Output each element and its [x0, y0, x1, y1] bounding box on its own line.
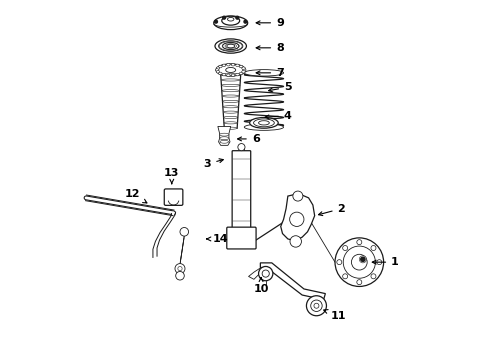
Circle shape: [371, 274, 376, 279]
Circle shape: [361, 257, 365, 261]
Ellipse shape: [221, 79, 241, 81]
FancyBboxPatch shape: [227, 227, 256, 249]
Circle shape: [262, 270, 270, 277]
Circle shape: [377, 260, 382, 265]
Text: 3: 3: [204, 159, 223, 169]
Ellipse shape: [243, 69, 246, 71]
Circle shape: [180, 228, 189, 236]
FancyBboxPatch shape: [164, 189, 183, 205]
Ellipse shape: [220, 140, 228, 143]
Ellipse shape: [222, 73, 226, 76]
Ellipse shape: [259, 121, 270, 125]
Ellipse shape: [227, 44, 235, 48]
Circle shape: [178, 266, 182, 271]
Circle shape: [351, 254, 367, 270]
Text: 5: 5: [269, 82, 292, 92]
Circle shape: [371, 246, 376, 251]
Ellipse shape: [239, 72, 243, 75]
Circle shape: [238, 144, 245, 151]
Ellipse shape: [215, 69, 219, 71]
Ellipse shape: [249, 117, 278, 128]
Ellipse shape: [216, 67, 220, 69]
Circle shape: [337, 260, 342, 265]
Circle shape: [311, 300, 322, 311]
Ellipse shape: [214, 16, 247, 30]
Ellipse shape: [222, 100, 239, 103]
Ellipse shape: [227, 18, 234, 21]
Circle shape: [244, 20, 247, 23]
Ellipse shape: [242, 67, 245, 69]
Ellipse shape: [222, 42, 239, 50]
Text: 2: 2: [318, 203, 345, 216]
Circle shape: [343, 246, 375, 278]
Circle shape: [290, 236, 301, 247]
Ellipse shape: [219, 72, 222, 75]
FancyBboxPatch shape: [232, 151, 251, 229]
Circle shape: [343, 274, 348, 279]
Ellipse shape: [236, 64, 239, 67]
Ellipse shape: [222, 95, 239, 97]
Text: 7: 7: [256, 68, 284, 78]
Text: 8: 8: [256, 43, 284, 53]
Circle shape: [176, 271, 184, 280]
Circle shape: [357, 240, 362, 245]
Circle shape: [222, 16, 225, 19]
Ellipse shape: [222, 90, 240, 92]
Polygon shape: [260, 263, 325, 300]
Ellipse shape: [222, 64, 226, 67]
Ellipse shape: [245, 69, 284, 76]
Circle shape: [357, 280, 362, 285]
Ellipse shape: [224, 122, 238, 124]
Circle shape: [306, 296, 326, 316]
Text: 13: 13: [164, 168, 179, 184]
Ellipse shape: [219, 41, 243, 51]
Circle shape: [215, 20, 218, 23]
Circle shape: [290, 212, 304, 226]
Ellipse shape: [223, 106, 239, 108]
Circle shape: [314, 303, 319, 308]
Ellipse shape: [239, 65, 243, 68]
Ellipse shape: [226, 63, 230, 66]
Ellipse shape: [226, 67, 236, 72]
Ellipse shape: [231, 74, 235, 77]
Circle shape: [359, 256, 367, 263]
Ellipse shape: [226, 74, 230, 77]
Circle shape: [343, 246, 348, 251]
Ellipse shape: [223, 111, 238, 113]
Ellipse shape: [253, 119, 274, 127]
Text: 11: 11: [324, 310, 346, 321]
Ellipse shape: [216, 64, 245, 76]
Text: 1: 1: [372, 257, 399, 267]
Text: 12: 12: [125, 189, 147, 203]
Circle shape: [335, 238, 384, 287]
Ellipse shape: [215, 39, 246, 53]
Ellipse shape: [245, 124, 284, 130]
Ellipse shape: [219, 65, 222, 68]
Text: 4: 4: [265, 111, 292, 121]
Circle shape: [175, 264, 185, 274]
Ellipse shape: [242, 71, 245, 73]
Ellipse shape: [220, 73, 241, 76]
Ellipse shape: [222, 16, 240, 25]
Polygon shape: [281, 194, 315, 241]
Circle shape: [236, 16, 239, 19]
Ellipse shape: [224, 127, 237, 129]
Ellipse shape: [231, 63, 235, 66]
Text: 6: 6: [238, 134, 260, 144]
Ellipse shape: [223, 116, 238, 118]
Ellipse shape: [220, 133, 229, 136]
Text: 14: 14: [207, 234, 228, 244]
Circle shape: [259, 266, 273, 281]
Text: 9: 9: [256, 18, 284, 28]
Polygon shape: [218, 126, 231, 145]
Text: 10: 10: [253, 278, 269, 294]
Ellipse shape: [216, 71, 220, 73]
Ellipse shape: [236, 73, 239, 76]
Ellipse shape: [220, 137, 229, 140]
Ellipse shape: [221, 84, 240, 86]
Circle shape: [293, 191, 303, 201]
